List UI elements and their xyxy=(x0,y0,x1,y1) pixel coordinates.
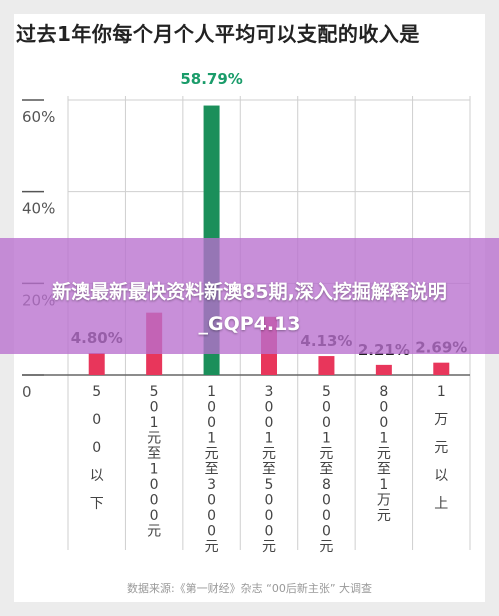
y-tick-label: 0 xyxy=(22,383,32,401)
banner-text: 新澳最新最快资料新澳85期,深入挖掘解释说明_GQP4.13 xyxy=(52,281,447,335)
category-label: 5 0 0 以下 xyxy=(90,384,104,512)
data-label: 58.79% xyxy=(180,70,242,88)
watermark-banner: 新澳最新最快资料新澳85期,深入挖掘解释说明_GQP4.13 xyxy=(0,238,499,354)
category-label: 8 0 0 1 元至 1 万元 xyxy=(377,384,391,524)
y-tick-label: 40% xyxy=(22,200,55,218)
bar xyxy=(375,364,392,375)
source-note: 数据来源:《第一财经》杂志 “00后新主张” 大调查 xyxy=(126,582,373,595)
category-label: 1 0 0 1 元至 3 0 0 0 元 xyxy=(205,384,219,555)
bar xyxy=(88,353,105,375)
category-label: 1 万元以上 xyxy=(434,384,448,512)
category-label: 5 0 1 元至 1 0 0 0 元 xyxy=(147,384,161,540)
bar xyxy=(433,362,450,375)
y-tick-label: 60% xyxy=(22,108,55,126)
category-label: 5 0 0 1 元至 8 0 0 0 元 xyxy=(319,384,333,555)
category-label: 3 0 0 1 元至 5 0 0 0 元 xyxy=(262,384,276,555)
bar xyxy=(318,356,335,375)
chart-title: 过去1年你每个月个人平均可以支配的收入是 xyxy=(16,22,420,46)
